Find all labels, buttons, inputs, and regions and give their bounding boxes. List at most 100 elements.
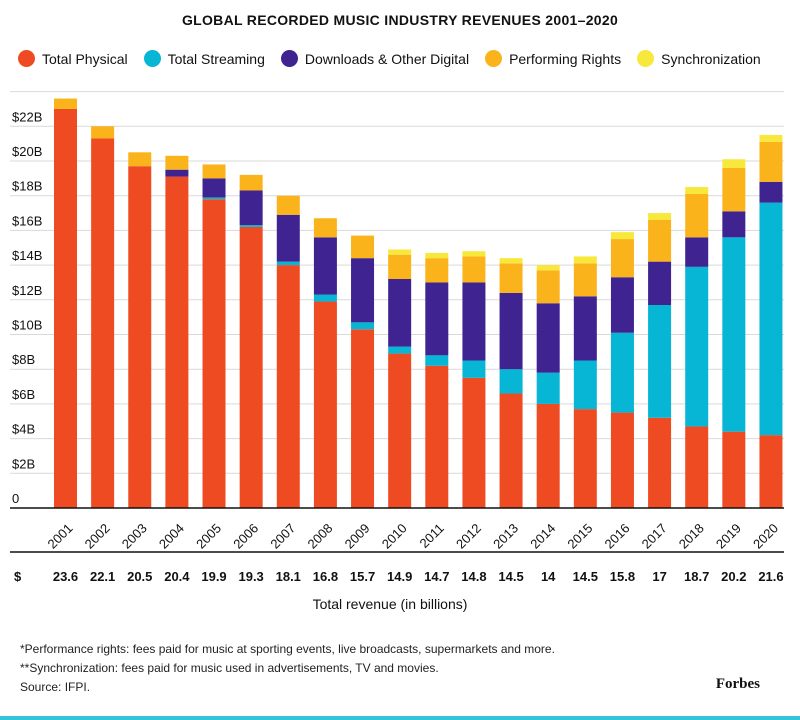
- bar-segment-streaming-2018: [685, 266, 709, 427]
- chart-title: GLOBAL RECORDED MUSIC INDUSTRY REVENUES …: [181, 12, 619, 28]
- bar-segment-synchronization-2013: [499, 258, 523, 264]
- bar-segment-synchronization-2010: [388, 249, 412, 255]
- bar-segment-performing-rights-2002: [91, 126, 115, 139]
- total-label: 20.4: [164, 569, 190, 584]
- x-tick-label: 2007: [267, 521, 298, 552]
- bar-segment-physical-2019: [722, 431, 746, 508]
- bar-segment-performing-rights-2008: [313, 218, 337, 238]
- chart-legend: Total Physical Total Streaming Downloads…: [18, 50, 761, 67]
- bar-segment-physical-2013: [499, 393, 523, 508]
- total-label: 14.5: [498, 569, 523, 584]
- x-tick-label: 2008: [304, 521, 335, 552]
- bar-segment-performing-rights-2005: [202, 164, 226, 179]
- bar-segment-performing-rights-2018: [685, 193, 709, 238]
- total-label: 17: [652, 569, 666, 584]
- bar-segment-downloads-2008: [313, 237, 337, 295]
- bar-segment-physical-2002: [91, 138, 115, 508]
- bar-segment-streaming-2006: [239, 225, 263, 227]
- bar-segment-downloads-2020: [759, 181, 783, 203]
- x-tick-label: 2016: [602, 521, 633, 552]
- bar-segment-downloads-2007: [276, 214, 300, 262]
- bar-segment-physical-2007: [276, 265, 300, 508]
- bar-segment-synchronization-2014: [536, 265, 560, 271]
- legend-item-downloads: Downloads & Other Digital: [280, 50, 469, 67]
- total-label: 14.5: [573, 569, 598, 584]
- bar-segment-physical-2001: [54, 108, 77, 508]
- total-label: 15.7: [350, 569, 375, 584]
- total-label: 18.1: [276, 569, 301, 584]
- bar-segment-physical-2014: [536, 403, 560, 508]
- bar-segment-performing-rights-2001: [54, 98, 77, 109]
- bar-segment-performing-rights-2004: [165, 155, 189, 170]
- total-label: 14.9: [387, 569, 412, 584]
- bar-segment-downloads-2015: [573, 296, 597, 361]
- bar-segment-performing-rights-2013: [499, 263, 523, 293]
- x-tick-label: 2012: [453, 521, 484, 552]
- bar-segment-downloads-2017: [648, 261, 672, 306]
- total-label: 15.8: [610, 569, 635, 584]
- y-tick-label: $18B: [12, 179, 42, 194]
- x-tick-label: 2019: [713, 521, 744, 552]
- bar-segment-synchronization-2018: [685, 187, 709, 194]
- legend-swatch-performing-rights: [485, 50, 503, 67]
- bar-segment-synchronization-2017: [648, 213, 672, 220]
- total-label: 20.2: [721, 569, 746, 584]
- totals-currency: $: [14, 569, 22, 584]
- y-axis-ticks: 0 $2B $4B $6B $8B $10B $12B $14B $16B $18B $20B $22…: [12, 109, 42, 506]
- total-label: 16.8: [313, 569, 338, 584]
- legend-label-synchronization: Synchronization: [661, 50, 761, 67]
- bar-segment-streaming-2016: [610, 332, 634, 413]
- bar-segment-downloads-2012: [462, 282, 486, 361]
- bar-segment-downloads-2018: [685, 237, 709, 267]
- bar-segment-physical-2016: [610, 412, 634, 508]
- x-tick-label: 2017: [639, 521, 670, 552]
- bar-segment-performing-rights-2007: [276, 195, 300, 215]
- bar-segment-physical-2003: [128, 166, 152, 508]
- bar-segment-performing-rights-2006: [239, 174, 263, 191]
- bar-segment-streaming-2005: [202, 197, 226, 200]
- bar-segment-synchronization-2011: [425, 252, 449, 259]
- bar-segment-streaming-2020: [759, 202, 783, 436]
- bar-segment-performing-rights-2014: [536, 270, 560, 304]
- bar-segment-downloads-2019: [722, 211, 746, 238]
- total-label: 23.6: [53, 569, 78, 584]
- legend-swatch-physical: [18, 50, 35, 67]
- x-tick-label: 2013: [490, 521, 521, 552]
- bar-segment-performing-rights-2017: [648, 219, 672, 262]
- bar-segment-downloads-2005: [202, 178, 226, 198]
- bar-segment-physical-2015: [573, 409, 597, 508]
- y-tick-label: $22B: [12, 109, 42, 124]
- bar-segment-performing-rights-2003: [128, 152, 152, 167]
- totals-row: $23.6 22.1 20.5 20.4 19.9 19.3 18.1 16.8 15.7 14.…: [14, 569, 784, 584]
- legend-item-streaming: Total Streaming: [143, 50, 265, 67]
- bar-segment-physical-2009: [351, 329, 375, 508]
- legend-swatch-streaming: [143, 50, 161, 67]
- y-tick-label: $4B: [12, 422, 35, 437]
- bar-segment-streaming-2014: [536, 372, 560, 404]
- x-tick-label: 2018: [676, 521, 707, 552]
- x-axis-label: Total revenue (in billions): [312, 596, 468, 612]
- total-label: 14.7: [424, 569, 449, 584]
- total-label: 22.1: [90, 569, 115, 584]
- y-tick-label: 0: [12, 491, 19, 506]
- y-tick-label: $14B: [12, 248, 42, 263]
- bar-segment-performing-rights-2010: [388, 254, 412, 279]
- bottom-accent-rule: [0, 716, 800, 720]
- bar-segment-streaming-2010: [388, 346, 412, 354]
- bar-segment-downloads-2010: [388, 278, 412, 347]
- total-label: 19.3: [238, 569, 263, 584]
- bar-segment-physical-2017: [648, 417, 672, 508]
- bar-segment-physical-2020: [759, 435, 783, 508]
- bar-segment-downloads-2009: [351, 258, 375, 323]
- x-tick-label: 2002: [82, 521, 113, 552]
- x-tick-label: 2009: [342, 521, 373, 552]
- x-tick-label: 2020: [750, 521, 781, 552]
- bar-segment-streaming-2017: [648, 305, 672, 418]
- total-label: 21.6: [758, 569, 783, 584]
- x-tick-label: 2010: [379, 521, 410, 552]
- x-tick-label: 2005: [193, 521, 224, 552]
- bar-segment-performing-rights-2012: [462, 256, 486, 283]
- legend-label-physical: Total Physical: [42, 50, 128, 67]
- y-tick-label: $20B: [12, 144, 42, 159]
- footnote-synchronization: **Synchronization: fees paid for music u…: [20, 661, 439, 675]
